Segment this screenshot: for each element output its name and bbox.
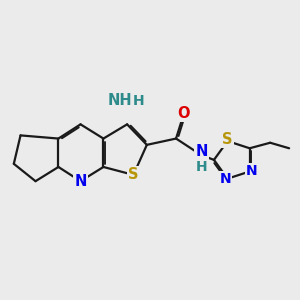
Text: N: N	[195, 145, 208, 160]
Text: S: S	[128, 167, 139, 182]
Text: NH: NH	[108, 93, 132, 108]
Text: N: N	[74, 174, 87, 189]
Text: O: O	[178, 106, 190, 121]
Text: H: H	[132, 94, 144, 108]
Text: S: S	[222, 132, 233, 147]
Text: N: N	[246, 164, 258, 178]
Text: H: H	[196, 160, 207, 174]
Text: N: N	[219, 172, 231, 186]
